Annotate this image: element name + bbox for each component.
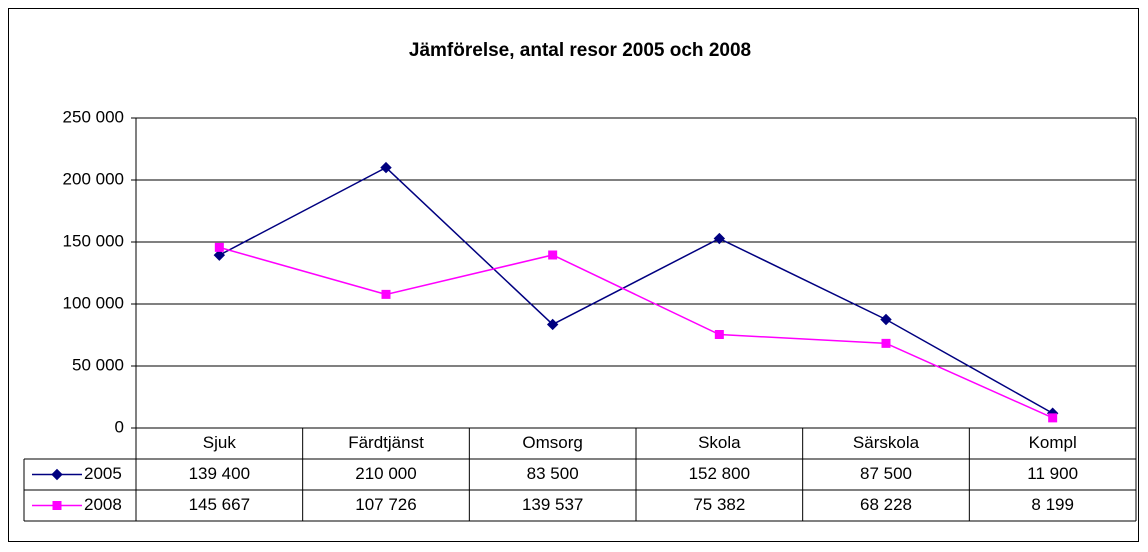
series-marker [546,318,559,331]
series-marker [548,250,558,260]
chart-border [8,8,1139,542]
table-value: 139 400 [189,464,250,483]
category-label: Kompl [1029,433,1077,452]
table-value: 152 800 [689,464,750,483]
series-marker [214,242,224,252]
y-tick-label: 0 [115,417,124,436]
table-value: 83 500 [527,464,579,483]
series-marker [713,232,726,245]
series-marker [1048,413,1058,423]
legend-key-marker [52,501,62,510]
y-tick-label: 150 000 [63,231,124,250]
series-marker [213,249,226,261]
legend-label: 2005 [84,464,122,483]
category-label: Särskola [853,433,920,452]
series-line [218,166,1054,414]
table-value: 139 537 [522,495,583,514]
series-marker [381,289,391,299]
y-tick-label: 100 000 [63,293,124,312]
table-value: 87 500 [860,464,912,483]
category-label: Färdtjänst [348,433,424,452]
category-label: Skola [698,433,741,452]
y-tick-label: 250 000 [63,107,124,126]
table-value: 107 726 [355,495,416,514]
series-line [219,246,1053,419]
category-label: Sjuk [203,433,237,452]
table-value: 68 228 [860,495,912,514]
table-value: 8 199 [1031,495,1074,514]
legend-label: 2008 [84,495,122,514]
series-marker [714,330,724,340]
table-value: 11 900 [1027,464,1078,483]
table-value: 210 000 [355,464,416,483]
y-tick-label: 200 000 [63,169,124,188]
chart-title: Jämförelse, antal resor 2005 och 2008 [409,40,751,61]
table-value: 145 667 [189,495,250,514]
y-tick-label: 50 000 [72,355,124,374]
category-label: Omsorg [522,433,582,452]
series-marker [380,161,392,174]
legend-key-marker [51,468,63,481]
series-marker [880,313,892,326]
series-marker [881,338,891,348]
table-value: 75 382 [693,495,745,514]
